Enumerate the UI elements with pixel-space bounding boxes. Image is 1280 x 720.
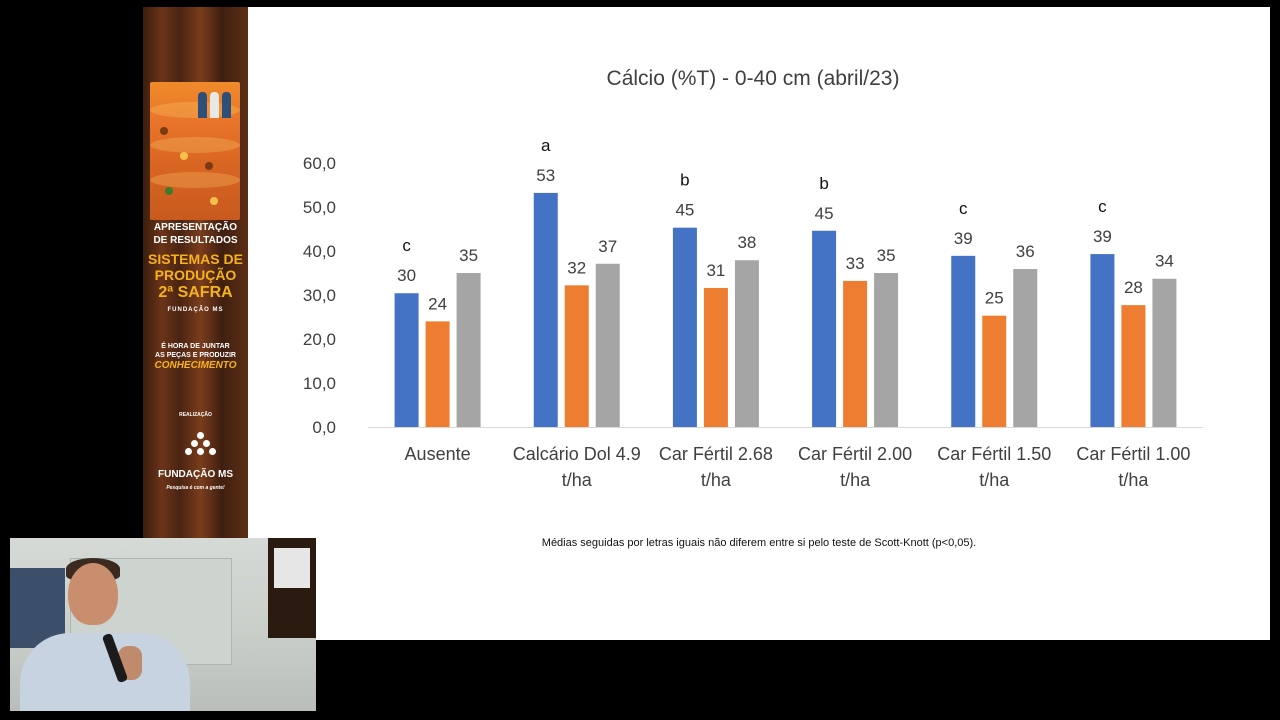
bar [394,293,419,427]
data-label: 36 [1016,242,1035,261]
data-label: 34 [1155,252,1174,271]
bar [425,321,450,427]
bar [843,280,868,427]
bar [874,273,899,427]
sidebar-title-line2: DE RESULTADOS [153,235,238,246]
data-label: 37 [598,237,617,256]
x-axis: Ausente Calcário Dol 4.9 t/ha Car Fértil 2.… [368,427,1203,490]
x-tick-label: t/ha [701,470,732,490]
chart-title: Cálcio (%T) - 0-40 cm (abril/23) [606,67,900,90]
x-tick-label: Car Fértil 1.50 [937,444,1051,464]
data-label: 31 [706,261,725,280]
fundacao-ms-logo-icon [181,432,221,462]
x-tick-label: t/ha [1118,470,1149,490]
footnote: Médias seguidas por letras iguais não di… [541,537,977,549]
y-tick-label: 50,0 [303,198,336,217]
y-tick-label: 30,0 [303,286,336,305]
event-illustration [150,82,240,220]
sidebar-slogan-line2: AS PEÇAS E PRODUZIR [155,352,236,359]
significance-letter: c [959,199,968,218]
x-tick-label: Ausente [405,444,471,464]
data-label: 39 [1093,227,1112,246]
event-sidebar: APRESENTAÇÃO DE RESULTADOS SISTEMAS DE P… [143,7,248,539]
bar [812,230,837,427]
significance-letter: b [819,174,828,193]
y-tick-label: 40,0 [303,242,336,261]
y-axis: 0,0 10,0 20,0 30,0 40,0 50,0 60,0 [303,154,336,437]
data-label: 32 [567,258,586,277]
sidebar-org-logo-text: FUNDAÇÃO MS [158,469,233,480]
data-label: 35 [877,246,896,265]
data-label: 53 [536,166,555,185]
bar [734,260,759,427]
significance-letter: a [541,136,551,155]
sidebar-title-line3: SISTEMAS DE [148,251,243,267]
x-tick-label: t/ha [840,470,871,490]
sidebar-realizacao: REALIZAÇÃO [179,412,212,418]
data-label: 25 [985,289,1004,308]
bar [672,227,697,427]
data-label: 45 [815,204,834,223]
slide: Cálcio (%T) - 0-40 cm (abril/23) 0,0 10,0… [248,7,1270,640]
x-tick-label: Car Fértil 2.68 [659,444,773,464]
bar [951,255,976,427]
bar [1090,254,1115,427]
y-tick-label: 20,0 [303,330,336,349]
bar [456,273,481,427]
y-tick-label: 10,0 [303,374,336,393]
x-tick-label: Car Fértil 1.00 [1076,444,1190,464]
x-tick-label: Car Fértil 2.00 [798,444,912,464]
sidebar-title-line5: 2ª SAFRA [158,284,233,301]
y-tick-label: 60,0 [303,154,336,173]
bar [564,285,589,427]
bar [1121,305,1146,427]
bar-series: 30 24 35 c 53 32 37 a 45 31 38 b 45 33 35 b 39 25 36 c 39 28 3… [394,136,1177,427]
data-label: 33 [846,254,865,273]
sidebar-title-line1: APRESENTAÇÃO [153,222,238,233]
bar-chart: 0,010,020,030,040,050,060,0 302435c53323… [303,136,1203,490]
bar [1013,269,1038,427]
sidebar-title-line4: PRODUÇÃO [154,267,237,283]
significance-letter: b [680,171,689,190]
sidebar-org-tagline: Pesquisa é com a gente! [166,485,225,491]
x-tick-label: Calcário Dol 4.9 [513,444,641,464]
data-label: 39 [954,229,973,248]
x-tick-label: t/ha [979,470,1010,490]
bar [595,263,620,427]
bar [982,315,1007,427]
data-label: 38 [737,233,756,252]
bar [533,192,558,427]
speaker-webcam-video [10,538,316,711]
bar [1152,278,1177,427]
significance-letter: c [402,236,411,255]
data-label: 28 [1124,278,1143,297]
sidebar-slogan-line1: É HORA DE JUNTAR [161,343,230,350]
data-label: 24 [428,294,447,313]
y-tick-label: 0,0 [312,418,336,437]
sidebar-org-small: FUNDAÇÃO MS [167,307,224,313]
data-label: 30 [397,266,416,285]
x-tick-label: t/ha [562,470,593,490]
bar [703,287,728,427]
data-label: 35 [459,246,478,265]
data-label: 45 [675,201,694,220]
sidebar-slogan-line3: CONHECIMENTO [154,360,237,371]
significance-letter: c [1098,197,1107,216]
